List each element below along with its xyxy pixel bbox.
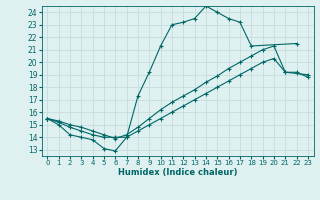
X-axis label: Humidex (Indice chaleur): Humidex (Indice chaleur): [118, 168, 237, 177]
